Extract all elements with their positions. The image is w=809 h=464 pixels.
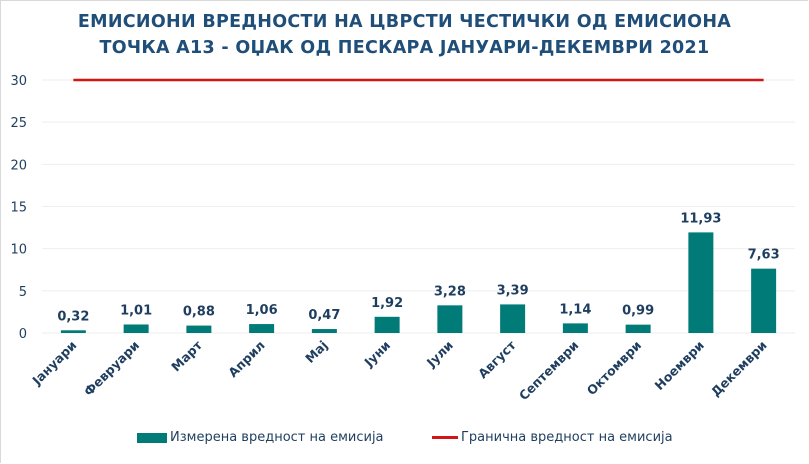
x-tick-label: Декември <box>708 338 770 400</box>
y-tick-label: 15 <box>10 201 27 216</box>
data-label: 0,99 <box>622 304 654 319</box>
legend: Измерена вредност на емисија Гранична вр… <box>0 430 809 450</box>
data-label: 0,32 <box>57 309 89 324</box>
x-tick-label: Јуни <box>361 338 394 371</box>
x-tick-label: Август <box>475 337 519 381</box>
x-tick-label: Април <box>225 338 268 381</box>
x-tick-label: Октомври <box>584 338 645 399</box>
chart-title-line-1: ЕМИСИОНИ ВРЕДНОСТИ НА ЦВРСТИ ЧЕСТИЧКИ ОД… <box>77 12 732 32</box>
bar <box>688 232 714 333</box>
y-tick-label: 30 <box>10 74 27 89</box>
x-tick-label: Септември <box>516 338 582 404</box>
data-label: 3,28 <box>434 284 466 299</box>
bar <box>625 324 651 333</box>
y-tick-label: 10 <box>10 243 27 258</box>
data-label: 3,39 <box>497 283 529 298</box>
y-tick-label: 5 <box>19 285 27 300</box>
data-label: 7,63 <box>748 248 780 263</box>
bar <box>562 323 588 333</box>
x-tick-label: Март <box>168 337 205 374</box>
chart-title-line-2: ТОЧКА А13 - ОЏАК ОД ПЕСКАРА ЈАНУАРИ-ДЕКЕ… <box>99 38 710 58</box>
x-tick-label: Јануари <box>29 338 80 389</box>
data-label: 1,06 <box>246 303 278 318</box>
data-label: 0,47 <box>308 308 340 323</box>
y-tick-label: 20 <box>10 158 27 173</box>
legend-label-measured: Измерена вредност на емисија <box>170 430 384 445</box>
legend-item-measured[interactable]: Измерена вредност на емисија <box>137 430 384 445</box>
data-label: 1,14 <box>559 302 591 317</box>
data-label: 1,01 <box>120 303 152 318</box>
x-tick-label: Јули <box>423 338 456 371</box>
x-tick-label: Мај <box>302 338 330 366</box>
bar <box>437 305 463 333</box>
chart-plot: 0 5 10 15 20 25 30 0,32 1,01 0,88 1,06 0,47 1,92 3,28… <box>10 74 795 404</box>
data-label: 11,93 <box>680 211 721 226</box>
legend-swatch-line-icon <box>432 436 458 439</box>
bar <box>60 330 86 333</box>
bar <box>186 325 212 333</box>
bar <box>123 324 149 333</box>
bar <box>249 324 275 333</box>
bar <box>751 268 777 333</box>
bar <box>500 304 526 333</box>
bar <box>311 329 337 333</box>
legend-swatch-bar-icon <box>137 432 167 443</box>
data-label: 1,92 <box>371 296 403 311</box>
y-tick-label: 0 <box>19 327 27 342</box>
x-tick-label: Февруари <box>81 338 143 400</box>
y-tick-label: 25 <box>10 116 27 131</box>
legend-label-limit: Гранична вредност на емисија <box>461 430 673 445</box>
data-label: 0,88 <box>183 305 215 320</box>
bar <box>374 316 400 333</box>
legend-item-limit[interactable]: Гранична вредност на емисија <box>432 430 673 445</box>
x-tick-label: Ноември <box>652 338 707 393</box>
